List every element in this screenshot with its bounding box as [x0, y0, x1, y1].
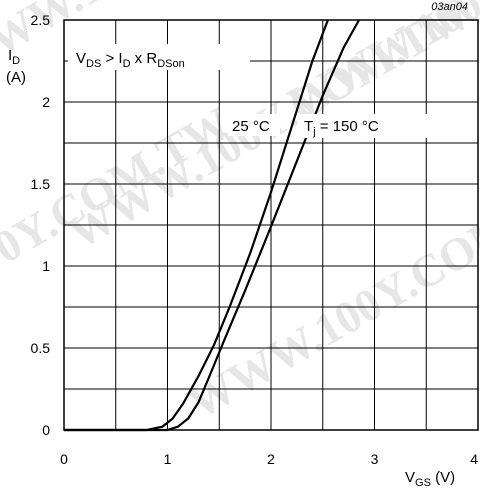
y-tick-label: 2.5 [31, 12, 51, 28]
y-tick-label: 0 [42, 422, 50, 438]
chart-reference-code: 03an04 [431, 1, 468, 13]
series-label-25c: 25 °C [232, 118, 270, 135]
x-tick-label: 4 [470, 451, 478, 467]
watermark-text: WWW.100Y.COM.TW [180, 157, 480, 429]
condition-annotation: VDS > ID x RDSon [76, 50, 185, 70]
y-axis-unit: (A) [6, 69, 26, 86]
plot-frame [63, 19, 479, 431]
series-line-25c [64, 19, 329, 432]
y-tick-label: 1.5 [31, 176, 51, 192]
y-tick-label: 1 [42, 258, 50, 274]
y-tick-label: 0.5 [31, 340, 51, 356]
series-label-150c: Tj = 150 °C [304, 118, 379, 138]
x-axis-label: VGS (V) [405, 469, 455, 489]
condition-box [68, 44, 250, 70]
x-tick-label: 2 [267, 451, 275, 467]
series-layer [64, 19, 360, 432]
x-tick-label: 3 [371, 451, 379, 467]
x-tick-label: 1 [164, 451, 172, 467]
y-tick-label: 2 [42, 94, 50, 110]
tick-labels: 0 1 2 3 4 0 0.5 1 1.5 2 2.5 [31, 12, 479, 467]
series-label-25-box [228, 114, 280, 136]
series-line-150c [64, 19, 360, 432]
x-tick-label: 0 [60, 451, 68, 467]
y-axis-label: ID [8, 47, 20, 67]
series-label-150-box [300, 114, 430, 138]
